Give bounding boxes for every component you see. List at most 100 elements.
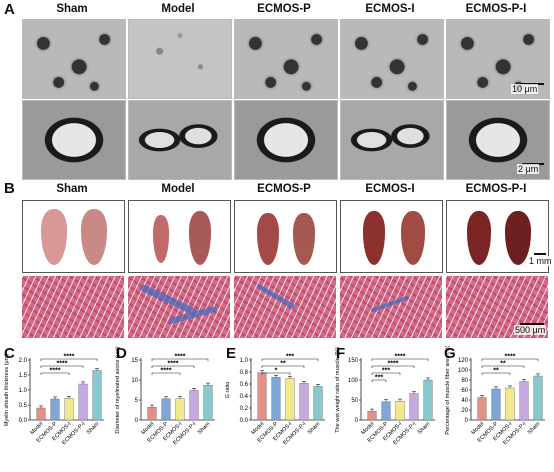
significance-bracket	[481, 358, 539, 361]
significance-label: ****	[395, 354, 406, 361]
y-axis-label: The wet weight ratio of muscle (%)	[335, 347, 341, 433]
significance-label: ****	[64, 354, 75, 361]
x-tick-label: Sham	[86, 421, 101, 436]
bar-model	[257, 372, 267, 421]
y-axis-label: G ratio	[225, 382, 231, 399]
y-tick-label: 0	[135, 418, 139, 424]
scale-text-histo: 500 μm	[514, 325, 547, 335]
group-label-ecmos-p-b: ECMOS-P	[257, 183, 311, 195]
group-label-ecmos-i-a: ECMOS-I	[365, 3, 415, 15]
bar-sham	[203, 385, 213, 421]
bar-ecmos-i	[64, 398, 74, 421]
em-high-sham	[22, 100, 126, 180]
y-tick-label: 10	[131, 378, 138, 384]
em-high-ecmos-i	[340, 100, 444, 180]
significance-label: ****	[57, 361, 68, 368]
significance-label: ***	[286, 354, 294, 361]
y-tick-label: 120	[458, 358, 469, 364]
y-tick-label: 0.6	[240, 382, 249, 388]
y-tick-label: 50	[351, 398, 358, 404]
group-label-ecmos-p-a: ECMOS-P	[257, 3, 311, 15]
bar-sham	[423, 379, 433, 421]
significance-label: ****	[175, 354, 186, 361]
y-tick-label: 100	[458, 368, 469, 374]
y-tick-label: 1.0	[19, 388, 28, 394]
y-tick-label: 1.0	[240, 358, 249, 364]
x-tick-label: Sham	[417, 421, 432, 436]
em-low-ecmos-i	[340, 19, 444, 99]
scale-bar-photo	[534, 253, 546, 255]
muscle-photo-ecmos-p	[234, 200, 337, 273]
y-tick-label: 150	[348, 358, 359, 364]
y-tick-label: 0	[465, 418, 469, 424]
significance-label: **	[500, 361, 506, 368]
significance-label: **	[280, 361, 286, 368]
muscle-photo-ecmos-p-i	[446, 200, 549, 273]
em-high-model	[128, 100, 232, 180]
bar-ecmos-p-i	[519, 381, 529, 421]
y-tick-label: 0.4	[240, 394, 249, 400]
chart-c: Myelin sheath thickness (μm) 0.0 0.5 1.0 1.5…	[4, 354, 104, 446]
chart-e: G ratio0.00.20.40.60.81.0ModelECMOS-PECM…	[225, 354, 325, 446]
em-low-model	[128, 19, 232, 99]
bar-ecmos-i	[175, 398, 185, 421]
significance-bracket	[40, 372, 70, 375]
y-tick-label: 0	[355, 418, 359, 424]
y-axis-label: Myelin sheath thickness (μm)	[4, 354, 10, 427]
panel-label-f: F	[336, 345, 346, 362]
significance-bracket	[371, 372, 401, 375]
y-tick-label: 20	[461, 408, 468, 414]
y-tick-label: 2.0	[19, 358, 28, 364]
bar-ecmos-p-i	[299, 383, 309, 421]
bar-ecmos-p	[491, 388, 501, 421]
significance-label: ****	[168, 361, 179, 368]
significance-bracket	[481, 372, 511, 375]
scale-text-photo: 1 mm	[528, 256, 553, 266]
panel-label-c: C	[4, 345, 15, 362]
histology-ecmos-p	[234, 276, 336, 338]
y-tick-label: 15	[131, 358, 138, 364]
significance-label: *	[275, 368, 278, 375]
panel-label-b: B	[4, 180, 15, 197]
chart-d: Diameter of myelinated axons (μm) 051015M…	[115, 346, 215, 446]
group-label-model-a: Model	[161, 3, 195, 15]
significance-bracket	[151, 358, 209, 361]
bar-ecmos-i	[395, 401, 405, 421]
panel-label-e: E	[226, 345, 237, 362]
y-tick-label: 0.8	[240, 370, 249, 376]
em-low-ecmos-p	[234, 19, 338, 99]
em-low-sham	[22, 19, 126, 99]
bar-model	[147, 407, 157, 421]
group-label-sham-b: Sham	[56, 183, 88, 195]
y-tick-label: 0.5	[19, 403, 28, 409]
bar-ecmos-p-i	[78, 383, 88, 421]
x-tick-label: Sham	[307, 421, 322, 436]
y-tick-label: 40	[461, 398, 468, 404]
significance-label: ****	[50, 368, 61, 375]
scale-text-em-low: 10 μm	[511, 84, 539, 94]
bar-model	[36, 407, 46, 421]
y-tick-label: 80	[461, 378, 468, 384]
significance-label: ****	[505, 354, 516, 361]
significance-label: ***	[375, 375, 383, 382]
significance-label: ***	[382, 368, 390, 375]
chart-f: The wet weight ratio of muscle (%) 0 50 100…	[335, 347, 435, 446]
significance-bracket	[261, 365, 305, 368]
bar-ecmos-p	[381, 401, 391, 421]
y-tick-label: 0.0	[240, 418, 249, 424]
scale-bar-histo	[520, 323, 544, 325]
histology-sham	[22, 276, 124, 338]
bar-ecmos-p	[271, 377, 281, 421]
chart-g: Percentage of muscle fiber area (%) 0 20 40…	[445, 346, 545, 446]
bar-model	[477, 397, 487, 421]
panel-label-a: A	[4, 1, 15, 18]
significance-bracket	[151, 372, 181, 375]
group-label-sham-a: Sham	[56, 3, 88, 15]
bar-ecmos-p-i	[409, 393, 419, 421]
significance-bracket	[371, 358, 429, 361]
em-high-ecmos-p	[234, 100, 338, 180]
y-tick-label: 5	[135, 398, 139, 404]
significance-bracket	[261, 358, 319, 361]
group-label-ecmos-i-b: ECMOS-I	[365, 183, 415, 195]
significance-bracket	[261, 372, 291, 375]
